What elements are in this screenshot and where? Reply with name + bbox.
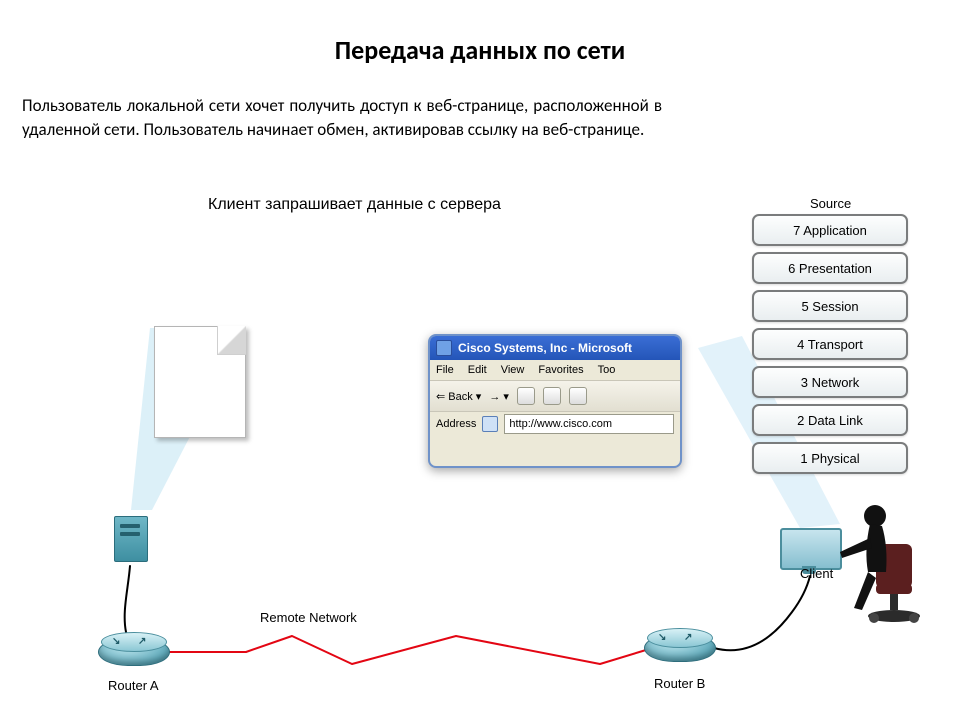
page-title: Передача данных по сети <box>0 34 960 66</box>
menu-item[interactable]: Too <box>598 364 616 376</box>
osi-layer: 6 Presentation <box>752 252 908 284</box>
address-bar: Address <box>430 412 680 436</box>
osi-source-label: Source <box>810 196 851 211</box>
user-at-computer-icon <box>830 490 940 630</box>
osi-layer: 5 Session <box>752 290 908 322</box>
router-b-label: Router B <box>654 676 705 691</box>
server-icon <box>110 510 152 566</box>
address-label: Address <box>436 418 476 430</box>
menu-item[interactable]: Favorites <box>538 364 583 376</box>
document-icon <box>154 326 246 438</box>
menu-item[interactable]: File <box>436 364 454 376</box>
url-input[interactable] <box>504 414 674 434</box>
ie-app-icon <box>436 340 452 356</box>
menu-item[interactable]: View <box>501 364 525 376</box>
intro-paragraph: Пользователь локальной сети хочет получи… <box>22 94 662 142</box>
client-label: Client <box>800 566 833 581</box>
forward-button[interactable]: → ▾ <box>489 390 509 403</box>
osi-layer: 2 Data Link <box>752 404 908 436</box>
browser-window: Cisco Systems, Inc - Microsoft File Edit V… <box>428 334 682 468</box>
ie-page-icon <box>482 416 498 432</box>
back-label: Back <box>448 391 472 403</box>
router-b-icon: ↘↗ <box>644 626 714 666</box>
stop-icon[interactable] <box>517 387 535 405</box>
router-a-label: Router A <box>108 678 159 693</box>
router-a-icon: ↘↗ <box>98 630 168 670</box>
sub-caption: Клиент запрашивает данные с сервера <box>208 196 501 214</box>
browser-menubar: File Edit View Favorites Too <box>430 360 680 381</box>
browser-title-text: Cisco Systems, Inc - Microsoft <box>458 341 632 355</box>
osi-layer: 3 Network <box>752 366 908 398</box>
browser-titlebar: Cisco Systems, Inc - Microsoft <box>430 336 680 360</box>
home-icon[interactable] <box>569 387 587 405</box>
browser-toolbar: ⇐ Back ▾ → ▾ <box>430 381 680 412</box>
refresh-icon[interactable] <box>543 387 561 405</box>
back-button[interactable]: ⇐ Back ▾ <box>436 390 481 403</box>
remote-network-label: Remote Network <box>260 610 357 625</box>
osi-layer: 7 Application <box>752 214 908 246</box>
menu-item[interactable]: Edit <box>468 364 487 376</box>
osi-layer: 1 Physical <box>752 442 908 474</box>
osi-layer: 4 Transport <box>752 328 908 360</box>
